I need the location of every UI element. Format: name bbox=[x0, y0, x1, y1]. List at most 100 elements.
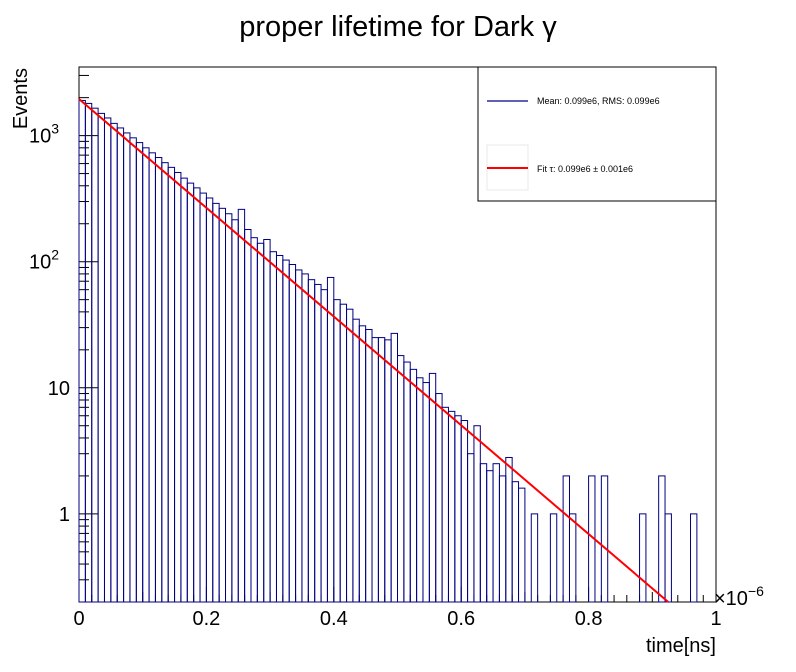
histogram-bin bbox=[358, 325, 367, 603]
histogram-bin bbox=[320, 289, 328, 603]
histogram-bin bbox=[218, 207, 227, 603]
histogram-bin bbox=[441, 406, 449, 603]
x-tick-label: 1 bbox=[710, 608, 721, 630]
y-tick-label: 1 bbox=[59, 504, 70, 526]
histogram-bin bbox=[365, 328, 373, 603]
histogram-series bbox=[78, 99, 698, 603]
histogram-bin bbox=[639, 513, 647, 603]
histogram-bin bbox=[384, 339, 392, 603]
histogram-bin bbox=[225, 213, 233, 603]
histogram-bin bbox=[154, 157, 163, 603]
histogram-bin bbox=[78, 99, 86, 603]
histogram-bin bbox=[244, 229, 252, 603]
histogram-bin bbox=[288, 263, 297, 603]
histogram-bin bbox=[505, 456, 513, 603]
histogram-bin bbox=[422, 382, 430, 603]
histogram-bin bbox=[409, 368, 418, 603]
x-exponent-base: ×10 bbox=[714, 588, 748, 610]
histogram-bin bbox=[346, 308, 354, 603]
histogram-bin bbox=[352, 318, 360, 603]
chart-title: proper lifetime for Dark γ bbox=[239, 11, 557, 43]
histogram-bin bbox=[492, 463, 500, 603]
histogram-bin bbox=[97, 112, 105, 603]
histogram-bin bbox=[333, 299, 341, 603]
fit-line bbox=[78, 98, 669, 603]
histogram-bin bbox=[428, 372, 437, 603]
histogram-bin bbox=[212, 202, 220, 603]
x-exponent-power: −6 bbox=[748, 583, 764, 599]
histogram-bin bbox=[123, 132, 131, 603]
histogram-bin bbox=[199, 192, 207, 603]
histogram-bin bbox=[600, 475, 609, 603]
legend-box bbox=[477, 66, 717, 202]
x-tick-label: 0 bbox=[73, 608, 84, 630]
y-tick-label: 103 bbox=[29, 121, 59, 148]
fit-curve bbox=[78, 98, 669, 603]
x-tick-label: 0.6 bbox=[447, 608, 475, 630]
histogram-bin bbox=[416, 377, 424, 603]
histogram-bin bbox=[186, 182, 195, 603]
histogram-bin bbox=[282, 259, 290, 603]
histogram-bin bbox=[377, 337, 386, 603]
histogram-bin bbox=[460, 420, 469, 603]
histogram-bin bbox=[103, 117, 112, 603]
histogram-bin bbox=[339, 303, 348, 603]
histogram-bin bbox=[161, 162, 169, 603]
histogram-bin bbox=[518, 487, 526, 603]
histogram-bin bbox=[142, 147, 150, 603]
legend-fit-label: Fit τ: 0.099e6 ± 0.001e6 bbox=[537, 164, 633, 174]
histogram-bin bbox=[390, 332, 399, 603]
histogram-bin bbox=[250, 237, 258, 603]
x-tick-label: 0.4 bbox=[320, 608, 348, 630]
histogram-bin bbox=[562, 475, 570, 603]
histogram-bin bbox=[237, 208, 246, 603]
histogram-bin bbox=[275, 254, 284, 603]
y-tick-label: 10 bbox=[48, 378, 70, 400]
histogram-bin bbox=[467, 453, 475, 603]
histogram-bin bbox=[180, 177, 188, 603]
histogram-bin bbox=[167, 166, 176, 603]
histogram-bin bbox=[256, 242, 265, 603]
x-tick-label: 0.8 bbox=[575, 608, 603, 630]
histogram-bin bbox=[397, 355, 405, 603]
histogram-bin bbox=[568, 513, 577, 603]
histogram-bin bbox=[658, 475, 666, 603]
histogram-bin bbox=[479, 463, 488, 603]
histogram-bin bbox=[91, 107, 99, 603]
histogram-bin bbox=[447, 410, 456, 603]
histogram-bin bbox=[135, 142, 144, 603]
histogram-bin bbox=[403, 361, 411, 603]
histogram-bin bbox=[498, 475, 507, 603]
histogram-bin bbox=[174, 171, 182, 603]
histogram-bin bbox=[193, 187, 201, 603]
histogram-bin bbox=[110, 122, 118, 603]
histogram-bin bbox=[116, 127, 125, 603]
histogram-bin bbox=[231, 219, 239, 603]
histogram-bin bbox=[263, 238, 271, 603]
histogram-bin bbox=[690, 513, 698, 603]
y-axis: 1 10 102 103 bbox=[29, 74, 98, 603]
x-tick-label: 0.2 bbox=[192, 608, 220, 630]
histogram-bin bbox=[664, 513, 672, 603]
histogram-bin bbox=[148, 152, 156, 603]
histogram-bin bbox=[530, 513, 539, 603]
histogram-bin bbox=[371, 337, 379, 603]
histogram-bin bbox=[205, 197, 214, 603]
histogram-bin bbox=[486, 470, 494, 603]
legend-histogram-label: Mean: 0.099e6, RMS: 0.099e6 bbox=[537, 96, 660, 106]
histogram-bin bbox=[435, 393, 443, 603]
histogram-bin bbox=[269, 251, 277, 603]
histogram-bin bbox=[473, 425, 481, 603]
histogram-bin bbox=[295, 269, 303, 603]
histogram-bin bbox=[84, 102, 93, 603]
histogram-bin bbox=[326, 276, 335, 603]
histogram-bin bbox=[307, 279, 316, 603]
histogram-bin bbox=[129, 137, 137, 603]
x-axis-label: time[ns] bbox=[646, 635, 716, 657]
legend: Mean: 0.099e6, RMS: 0.099e6 Fit τ: 0.099… bbox=[477, 66, 717, 202]
histogram-bin bbox=[549, 513, 558, 603]
histogram-bin bbox=[454, 415, 462, 603]
histogram-bin bbox=[511, 481, 520, 603]
y-axis-label: Events bbox=[10, 68, 32, 129]
histogram-bin bbox=[301, 273, 309, 603]
